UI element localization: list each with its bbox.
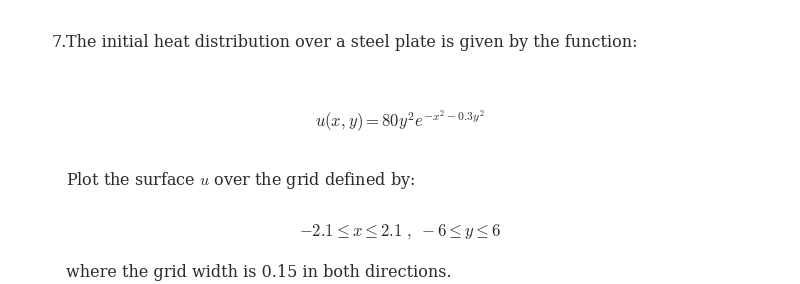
Text: where the grid width is 0.15 in both directions.: where the grid width is 0.15 in both dir…	[66, 264, 451, 281]
Text: $u(x, y) = 80y^2e^{-x^2-0.3y^2}$: $u(x, y) = 80y^2e^{-x^2-0.3y^2}$	[315, 108, 485, 133]
Text: 7.: 7.	[52, 34, 67, 51]
Text: The initial heat distribution over a steel plate is given by the function:: The initial heat distribution over a ste…	[66, 34, 637, 51]
Text: $-2.1 \leq x \leq 2.1\ ,\ -6 \leq y \leq 6$: $-2.1 \leq x \leq 2.1\ ,\ -6 \leq y \leq…	[298, 222, 502, 241]
Text: Plot the surface $\mathbf{\mathit{u}}$ over the grid defined by:: Plot the surface $\mathbf{\mathit{u}}$ o…	[66, 170, 414, 191]
